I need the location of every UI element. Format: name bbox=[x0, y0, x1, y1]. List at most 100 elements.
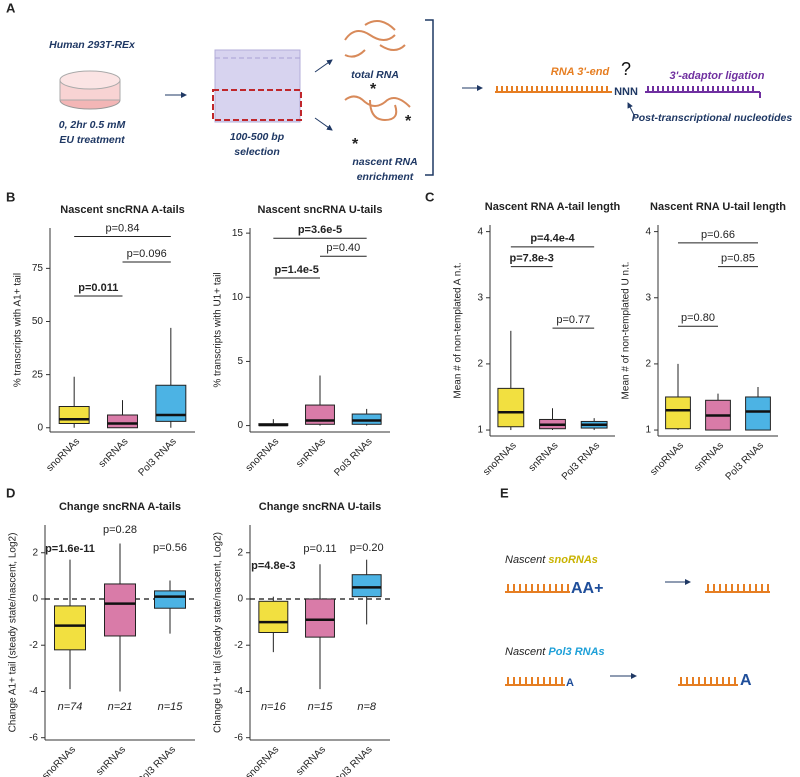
x-tick-label: snoRNAs bbox=[648, 440, 686, 478]
p-value: p=0.11 bbox=[303, 543, 336, 555]
gel bbox=[214, 49, 301, 123]
p-value: p=0.56 bbox=[153, 542, 187, 554]
box bbox=[351, 574, 382, 598]
rna-strand bbox=[505, 677, 565, 686]
panel-label: E bbox=[500, 485, 509, 500]
p-value: p=0.28 bbox=[103, 524, 137, 536]
n-label: n=15 bbox=[158, 701, 184, 713]
n-label: n=74 bbox=[58, 701, 83, 713]
selection-label: selection bbox=[234, 146, 280, 158]
y-tick-label: -2 bbox=[29, 640, 38, 651]
n-label: n=8 bbox=[357, 701, 377, 713]
p-value: p=7.8e-3 bbox=[509, 253, 553, 265]
nascent-label: enrichment bbox=[357, 171, 414, 183]
x-tick-label: snRNAs bbox=[692, 440, 726, 474]
chart-title: Nascent RNA U-tail length bbox=[650, 201, 786, 213]
x-tick-label: snRNAs bbox=[97, 436, 131, 470]
p-value: p=4.8e-3 bbox=[251, 560, 295, 572]
rna bbox=[344, 20, 406, 58]
x-tick-label: snRNAs bbox=[94, 744, 128, 777]
y-tick-label: 2 bbox=[645, 359, 651, 370]
y-axis-label: Change U1+ tail (steady state/nascent, L… bbox=[213, 532, 224, 733]
e-label: Nascent snoRNAs bbox=[505, 554, 598, 566]
treatment-label: 0, 2hr 0.5 mM bbox=[59, 119, 126, 131]
p-value: p=4.4e-4 bbox=[530, 233, 575, 245]
box bbox=[305, 598, 335, 638]
x-tick-label: Pol3 RNAs bbox=[560, 440, 602, 482]
y-axis-label: Mean # of non-templated A n.t. bbox=[453, 262, 464, 398]
y-tick-label: 1 bbox=[645, 425, 651, 436]
box bbox=[665, 396, 691, 430]
p-value: p=1.6e-11 bbox=[45, 543, 95, 555]
y-tick-label: 2 bbox=[237, 547, 243, 558]
y-tick-label: 1 bbox=[477, 425, 483, 436]
e-nascent: Nascent bbox=[505, 554, 546, 566]
panel-label: A bbox=[6, 0, 16, 15]
gel-cut bbox=[212, 89, 302, 121]
p-value: p=1.4e-5 bbox=[274, 264, 318, 276]
y-tick-label: 2 bbox=[477, 359, 483, 370]
e-pol3: Pol3 RNAs bbox=[548, 646, 604, 658]
y-tick-label: 0 bbox=[37, 422, 43, 433]
p-value: p=0.40 bbox=[326, 242, 360, 254]
x-tick-label: snoRNAs bbox=[244, 744, 282, 777]
post-label: Post-transcriptional nucleotides bbox=[632, 112, 793, 124]
rna-strand bbox=[678, 677, 738, 686]
selection-label: 100-500 bp bbox=[230, 131, 285, 143]
rna bbox=[344, 95, 411, 122]
label-star: * bbox=[370, 81, 377, 98]
panel-label: C bbox=[425, 189, 435, 204]
e-label: Nascent Pol3 RNAs bbox=[505, 646, 605, 658]
p-value: p=0.011 bbox=[78, 282, 118, 294]
y-tick-label: 10 bbox=[232, 292, 244, 303]
x-tick-label: Pol3 RNAs bbox=[136, 744, 178, 777]
y-tick-label: -6 bbox=[234, 732, 243, 743]
arrow bbox=[627, 102, 636, 118]
rna-end-label: RNA 3'-end bbox=[551, 66, 610, 78]
treatment-label: EU treatment bbox=[59, 134, 125, 146]
p-value: p=0.77 bbox=[556, 314, 590, 326]
y-axis-label: Change A1+ tail (steady state/nascent, L… bbox=[8, 533, 19, 733]
y-tick-label: 3 bbox=[645, 292, 651, 303]
adaptor-label: 3'-adaptor ligation bbox=[670, 70, 765, 82]
p-value: p=0.66 bbox=[701, 229, 735, 241]
x-tick-label: snoRNAs bbox=[481, 440, 519, 478]
chart-title: Nascent sncRNA A-tails bbox=[60, 204, 185, 216]
box bbox=[258, 600, 289, 634]
box bbox=[58, 406, 90, 424]
bracket bbox=[425, 19, 434, 176]
p-value: p=0.20 bbox=[350, 542, 384, 554]
y-tick-label: 50 bbox=[32, 316, 44, 327]
n-label: n=15 bbox=[308, 701, 334, 713]
rna-strand bbox=[505, 584, 570, 593]
y-tick-label: -4 bbox=[234, 686, 243, 697]
y-tick-label: -4 bbox=[29, 686, 38, 697]
aa-label: AA+ bbox=[571, 580, 603, 597]
y-tick-label: 25 bbox=[32, 369, 44, 380]
x-tick-label: snRNAs bbox=[294, 744, 328, 777]
panel-a: Human 293T-REx 0, 2hr 0.5 mM EU treatmen… bbox=[49, 19, 793, 183]
box bbox=[351, 413, 382, 425]
p-value: p=0.85 bbox=[721, 253, 755, 265]
y-tick-label: 0 bbox=[32, 594, 38, 605]
a-large: A bbox=[740, 672, 752, 689]
rna-strand bbox=[705, 584, 770, 593]
box bbox=[745, 396, 771, 431]
panel-label: B bbox=[6, 189, 15, 204]
arrow bbox=[314, 117, 333, 131]
box bbox=[107, 414, 138, 429]
total-label: total RNA bbox=[351, 69, 399, 81]
chart-title: Change sncRNA U-tails bbox=[259, 501, 381, 513]
a-small: A bbox=[566, 677, 574, 689]
x-tick-label: Pol3 RNAs bbox=[332, 744, 374, 777]
chart-title: Nascent sncRNA U-tails bbox=[258, 204, 383, 216]
x-tick-label: Pol3 RNAs bbox=[332, 436, 374, 478]
y-axis-label: % transcripts with A1+ tail bbox=[13, 273, 24, 387]
n-label: n=21 bbox=[108, 701, 133, 713]
y-tick-label: 0 bbox=[237, 594, 243, 605]
label-star: * bbox=[405, 113, 412, 130]
box bbox=[54, 605, 86, 651]
y-axis-label: Mean # of non-templated U n.t. bbox=[621, 262, 632, 400]
nascent-label: nascent RNA bbox=[352, 156, 417, 168]
